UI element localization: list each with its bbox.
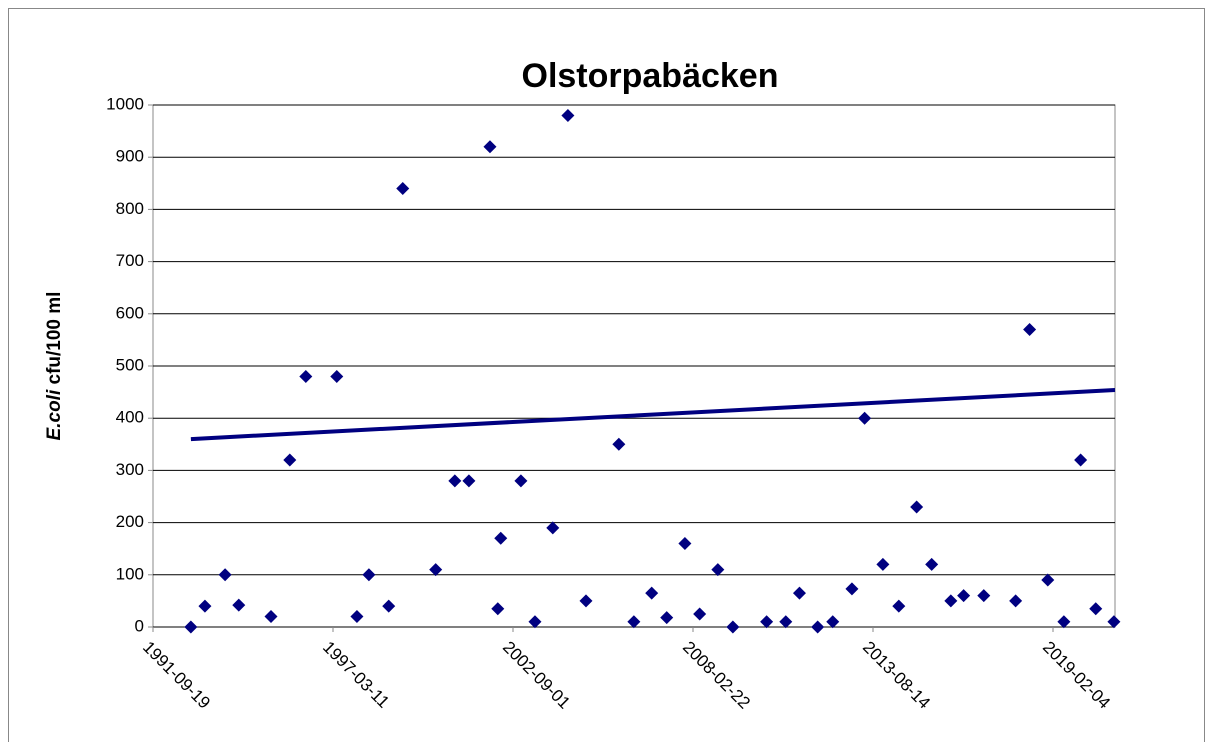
- marker: [627, 615, 641, 629]
- marker: [264, 610, 278, 624]
- trend-line: [190, 388, 1116, 442]
- marker: [579, 594, 593, 608]
- marker: [483, 140, 497, 154]
- y-tick-label: 0: [135, 616, 144, 635]
- marker: [1089, 602, 1103, 616]
- marker: [612, 437, 626, 451]
- marker: [910, 500, 924, 514]
- marker: [845, 582, 859, 596]
- marker: [494, 531, 508, 545]
- marker: [760, 615, 774, 629]
- y-axis-label-italic: E.coli: [44, 389, 65, 440]
- marker: [876, 557, 890, 571]
- marker: [678, 536, 692, 550]
- marker: [1107, 615, 1121, 629]
- marker: [330, 369, 344, 383]
- y-tick-label: 600: [116, 303, 144, 322]
- y-tick-label: 700: [116, 251, 144, 270]
- marker: [232, 598, 246, 612]
- marker: [528, 615, 542, 629]
- y-axis-label: E.coli cfu/100 ml: [44, 292, 65, 441]
- y-tick-label: 400: [116, 408, 144, 427]
- y-tick-label: 100: [116, 564, 144, 583]
- marker: [944, 594, 958, 608]
- y-tick-label: 500: [116, 355, 144, 374]
- marker: [826, 615, 840, 629]
- y-tick-label: 900: [116, 147, 144, 166]
- marker: [184, 620, 198, 634]
- marker: [429, 563, 443, 577]
- y-axis-label-rest: cfu/100 ml: [44, 292, 65, 390]
- marker: [1041, 573, 1055, 587]
- marker: [1057, 615, 1071, 629]
- marker: [645, 586, 659, 600]
- marker: [491, 602, 505, 616]
- marker: [283, 453, 297, 467]
- marker: [218, 568, 232, 582]
- marker: [811, 620, 825, 634]
- marker: [660, 611, 674, 625]
- marker: [892, 599, 906, 613]
- marker: [396, 182, 410, 196]
- marker: [792, 586, 806, 600]
- marker: [448, 474, 462, 488]
- marker: [977, 589, 991, 603]
- y-tick-label: 1000: [106, 94, 144, 113]
- marker: [382, 599, 396, 613]
- marker: [925, 557, 939, 571]
- marker: [711, 563, 725, 577]
- marker: [546, 521, 560, 535]
- marker: [514, 474, 528, 488]
- marker: [858, 411, 872, 425]
- marker: [726, 620, 740, 634]
- y-tick-label: 800: [116, 199, 144, 218]
- marker: [198, 599, 212, 613]
- chart-title: Olstorpabäcken: [522, 57, 779, 95]
- y-tick-label: 200: [116, 512, 144, 531]
- marker: [693, 607, 707, 621]
- marker: [561, 108, 575, 122]
- marker: [299, 369, 313, 383]
- marker: [462, 474, 476, 488]
- marker: [1009, 594, 1023, 608]
- marker: [779, 615, 793, 629]
- marker: [362, 568, 376, 582]
- marker: [350, 610, 364, 624]
- marker: [1074, 453, 1088, 467]
- marker: [1023, 322, 1037, 336]
- marker: [957, 589, 971, 603]
- y-tick-label: 300: [116, 460, 144, 479]
